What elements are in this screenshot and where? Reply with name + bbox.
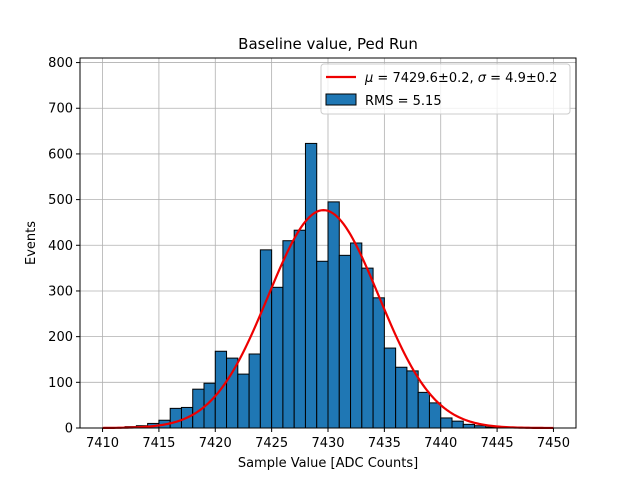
x-tick-label: 7430 (311, 436, 344, 451)
histogram-bar (271, 286, 284, 429)
legend-histogram-swatch (325, 93, 357, 106)
x-tick-label: 7440 (424, 436, 457, 451)
legend-histogram-label: RMS = 5.15 (365, 94, 442, 109)
legend: μ = 7429.6±0.2, σ = 4.9±0.2 RMS = 5.15 (320, 63, 571, 115)
y-axis-ticks: 0 100 200 300 400 500 600 700 800 (48, 56, 80, 437)
x-tick-label: 7435 (368, 436, 401, 451)
y-tick-label: 500 (48, 193, 73, 208)
histogram-bar (462, 423, 476, 429)
histogram-bar (395, 366, 408, 429)
histogram-bar (304, 142, 318, 429)
x-axis-label: Sample Value [ADC Counts] (238, 456, 418, 471)
histogram-bar (338, 254, 352, 429)
histogram-bar (293, 229, 306, 429)
histogram-bar (406, 370, 419, 429)
y-tick-label: 200 (48, 330, 73, 345)
y-tick-label: 700 (48, 102, 73, 117)
y-tick-label: 400 (48, 239, 73, 254)
histogram-bar (248, 353, 261, 429)
x-tick-label: 7420 (199, 436, 232, 451)
x-tick-label: 7450 (537, 436, 570, 451)
histogram-bar (327, 201, 340, 429)
histogram-bar (372, 297, 385, 429)
histogram-bar (428, 402, 442, 429)
y-tick-label: 300 (48, 284, 73, 299)
gaussian-fit-curve (102, 209, 554, 430)
y-tick-label: 100 (48, 376, 73, 391)
y-tick-label: 600 (48, 147, 73, 162)
histogram-bar (361, 267, 374, 429)
histogram-bar (259, 249, 273, 429)
histogram-bar (440, 417, 453, 429)
histogram-bar (350, 242, 363, 429)
histogram-bar (451, 420, 464, 429)
legend-sigma-value: = 4.9±0.2 (486, 71, 557, 86)
histogram-bar (316, 260, 329, 429)
x-axis-ticks: 7410 7415 7420 7425 7430 7435 7440 7445 7450 (86, 428, 570, 451)
x-tick-label: 7425 (255, 436, 288, 451)
legend-sigma-symbol: σ (478, 71, 487, 86)
x-tick-label: 7410 (86, 436, 119, 451)
y-tick-label: 800 (48, 56, 73, 71)
legend-mu-value: = 7429.6±0.2, (373, 71, 477, 86)
x-tick-label: 7415 (142, 436, 175, 451)
legend-fit-label: μ = 7429.6±0.2, σ = 4.9±0.2 (364, 71, 557, 86)
chart-title: Baseline value, Ped Run (238, 35, 418, 53)
histogram-bar (226, 357, 239, 429)
histogram-bar (237, 373, 250, 429)
y-tick-label: 0 (65, 422, 73, 437)
histogram-bar (417, 391, 430, 429)
histogram-bar (282, 240, 295, 429)
y-axis-label: Events (24, 221, 39, 265)
legend-mu-symbol: μ (364, 71, 373, 86)
histogram-bar (169, 407, 182, 429)
legend-box (320, 63, 571, 115)
x-tick-label: 7445 (481, 436, 514, 451)
histogram-bar (383, 347, 397, 429)
